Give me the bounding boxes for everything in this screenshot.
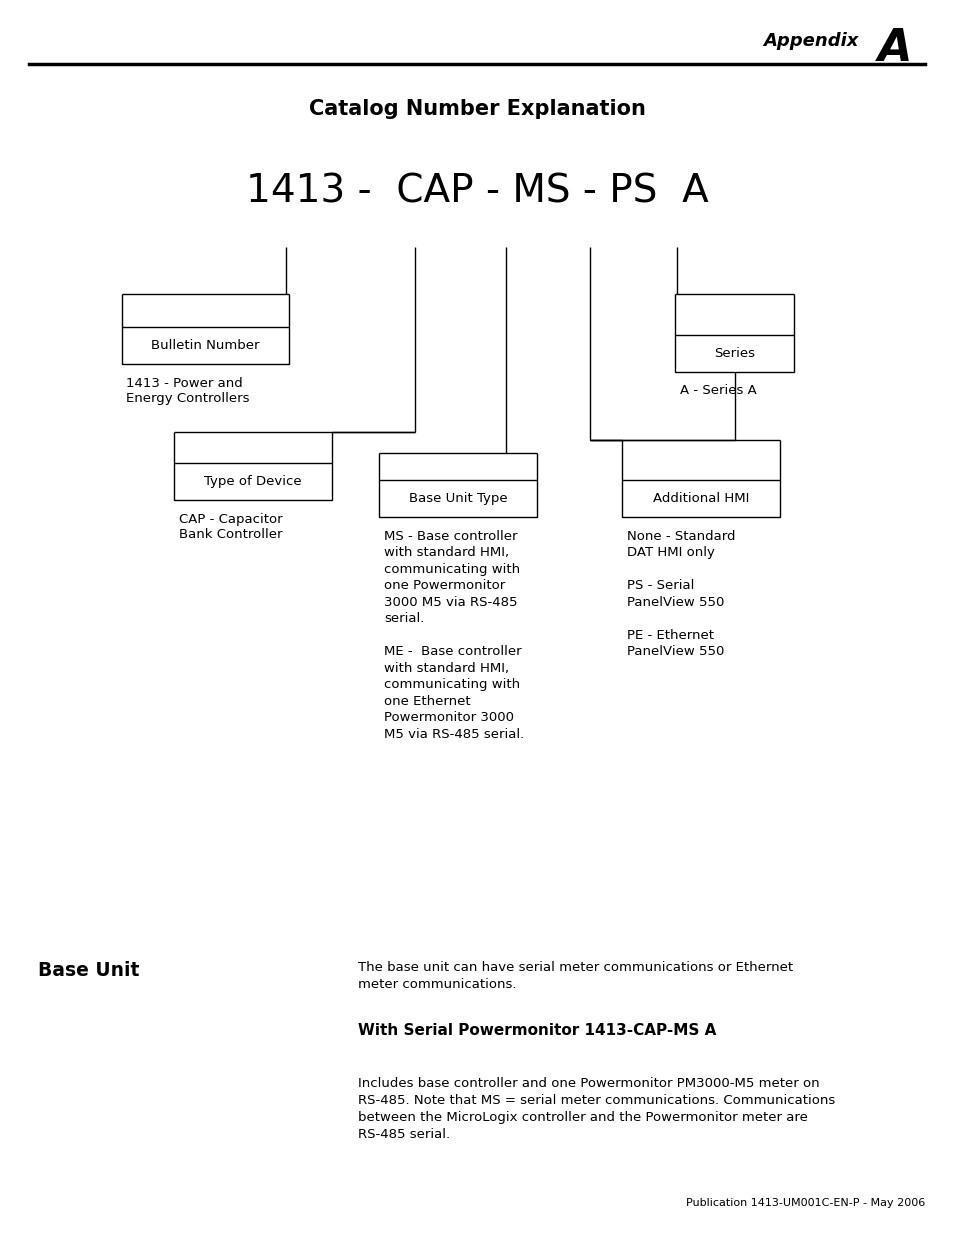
Bar	[378, 480, 536, 517]
Text: None - Standard
DAT HMI only

PS - Serial
PanelView 550

PE - Ethernet
PanelView: None - Standard DAT HMI only PS - Serial…	[626, 530, 735, 658]
Text: Series: Series	[714, 347, 754, 359]
Text: Base Unit Type: Base Unit Type	[408, 493, 507, 505]
Text: Includes base controller and one Powermonitor PM3000-M5 meter on
RS-485. Note th: Includes base controller and one Powermo…	[357, 1077, 834, 1141]
Bar	[122, 327, 288, 364]
Text: A: A	[877, 27, 911, 70]
Text: MS - Base controller
with standard HMI,
communicating with
one Powermonitor
3000: MS - Base controller with standard HMI, …	[383, 530, 524, 741]
Text: Catalog Number Explanation: Catalog Number Explanation	[308, 99, 645, 119]
Text: With Serial Powermonitor 1413-CAP-MS A: With Serial Powermonitor 1413-CAP-MS A	[357, 1023, 716, 1037]
Text: 1413 - Power and
Energy Controllers: 1413 - Power and Energy Controllers	[126, 377, 250, 405]
Text: Bulletin Number: Bulletin Number	[151, 340, 259, 352]
Text: Appendix: Appendix	[762, 32, 858, 51]
Bar	[173, 463, 332, 500]
Text: Additional HMI: Additional HMI	[652, 493, 749, 505]
Text: Publication 1413-UM001C-EN-P - May 2006: Publication 1413-UM001C-EN-P - May 2006	[685, 1198, 924, 1208]
Text: CAP - Capacitor
Bank Controller: CAP - Capacitor Bank Controller	[178, 513, 282, 541]
Text: Base Unit: Base Unit	[38, 961, 139, 979]
Text: The base unit can have serial meter communications or Ethernet
meter communicati: The base unit can have serial meter comm…	[357, 961, 792, 990]
Text: 1413 -  CAP - MS - PS  A: 1413 - CAP - MS - PS A	[245, 173, 708, 211]
Text: A - Series A: A - Series A	[679, 384, 756, 398]
Text: Type of Device: Type of Device	[204, 475, 301, 488]
Bar	[674, 335, 793, 372]
Bar	[621, 480, 780, 517]
